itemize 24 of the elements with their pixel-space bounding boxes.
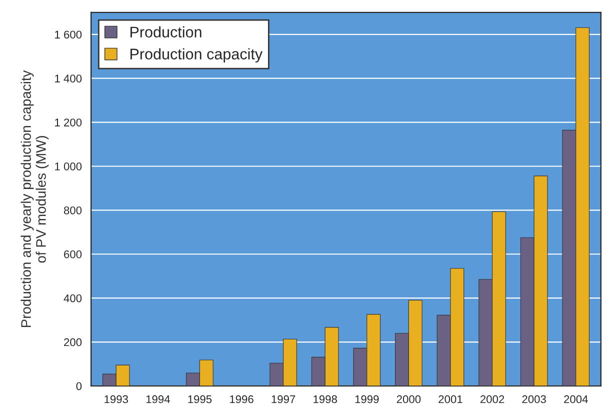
legend-label: Production [130, 26, 202, 38]
x-tick-label: 1994 [146, 395, 170, 404]
y-tick-label: 1 200 [55, 118, 82, 126]
y-tick-label: 0 [76, 382, 82, 390]
y-tick-label: 800 [64, 206, 82, 214]
y-axis-title: Production and yearly production capacity of PV modules (MW) [20, 70, 49, 327]
x-tick-label: 1998 [314, 395, 337, 404]
y-tick-label: 400 [64, 294, 82, 302]
x-tick-label: 2004 [564, 395, 588, 404]
legend-label: Production capacity [130, 48, 263, 62]
y-tick-label: 200 [64, 338, 82, 346]
x-tick-label: 2003 [522, 395, 546, 404]
y-tick-label: 1 600 [55, 30, 82, 39]
x-tick-label: 1999 [355, 395, 379, 404]
x-tick-label: 2001 [438, 395, 462, 404]
x-tick-label: 2000 [396, 395, 421, 404]
x-tick-label: 1996 [230, 395, 254, 404]
x-tick-label: 2002 [480, 395, 504, 404]
y-tick-label: 1 400 [55, 74, 82, 82]
x-tick-label: 1993 [104, 395, 128, 404]
x-tick-label: 1997 [272, 395, 296, 404]
y-tick-label: 600 [64, 250, 82, 258]
y-tick-label: 1 000 [55, 162, 82, 170]
x-tick-label: 1995 [188, 395, 212, 404]
